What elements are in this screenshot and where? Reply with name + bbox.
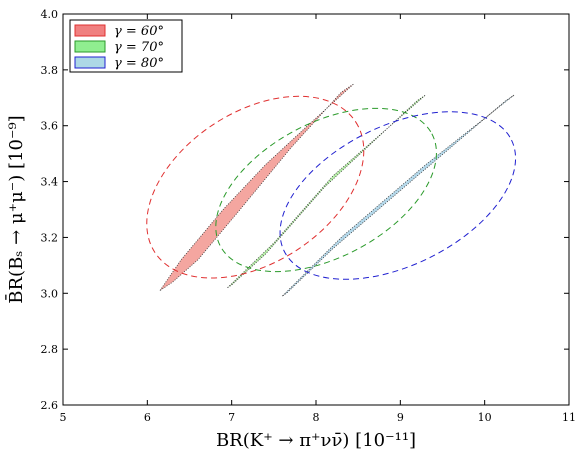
x-tick-label: 11 — [562, 411, 576, 424]
y-tick-label: 3.8 — [41, 64, 59, 77]
x-tick-label: 8 — [313, 411, 320, 424]
legend-swatch-1 — [74, 40, 106, 53]
x-tick-label: 10 — [478, 411, 492, 424]
y-tick-label: 3.2 — [41, 231, 59, 244]
ticks: 5 6 7 8 9 10 11 2.6 2.8 3.0 3.2 3.4 3.6 3.8 4.0 — [41, 8, 577, 424]
legend-label-0: γ = 60° — [114, 24, 164, 39]
x-tick-label: 7 — [228, 411, 235, 424]
band-0 — [159, 83, 355, 291]
y-tick-label: 2.6 — [41, 399, 59, 412]
band-1 — [227, 94, 426, 289]
legend-swatch-0 — [74, 24, 106, 37]
ellipses — [146, 95, 517, 280]
ellipse-2 — [279, 111, 517, 280]
legend: γ = 60°γ = 70°γ = 80° — [69, 19, 183, 73]
y-tick-label: 3.6 — [41, 120, 59, 133]
ellipse-0 — [146, 95, 365, 279]
y-tick-label: 3.4 — [41, 176, 59, 189]
bands — [159, 83, 515, 297]
legend-label-1: γ = 70° — [114, 40, 164, 55]
y-axis-title: B̄R(Bₛ → μ⁺μ⁻) [10⁻⁹] — [4, 115, 27, 303]
x-tick-label: 9 — [397, 411, 404, 424]
x-axis-title: BR(K⁺ → π⁺νν̄) [10⁻¹¹] — [216, 430, 416, 451]
y-tick-label: 4.0 — [41, 8, 59, 21]
y-tick-label: 2.8 — [41, 343, 59, 356]
x-tick-label: 6 — [144, 411, 151, 424]
band-2 — [282, 94, 515, 297]
ellipse-1 — [215, 107, 437, 273]
x-tick-label: 5 — [60, 411, 67, 424]
legend-label-2: γ = 80° — [114, 56, 164, 71]
plot-frame — [62, 13, 570, 406]
y-tick-label: 3.0 — [41, 287, 59, 300]
legend-swatch-2 — [74, 56, 106, 69]
